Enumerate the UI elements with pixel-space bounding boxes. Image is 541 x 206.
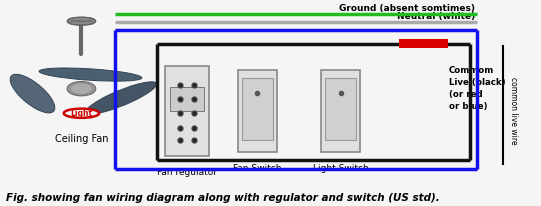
Text: common live wire: common live wire — [509, 77, 518, 145]
Text: Ceiling Fan: Ceiling Fan — [55, 134, 108, 144]
Bar — [165, 66, 209, 156]
Bar — [237, 70, 277, 152]
Text: Neutral (white): Neutral (white) — [397, 12, 475, 21]
Text: Light Switch: Light Switch — [313, 164, 368, 173]
Ellipse shape — [39, 68, 142, 81]
Ellipse shape — [64, 109, 99, 118]
Ellipse shape — [86, 82, 156, 114]
Ellipse shape — [70, 83, 93, 94]
Bar — [321, 70, 360, 152]
Bar — [399, 39, 447, 48]
Text: Light: Light — [70, 109, 93, 118]
Ellipse shape — [67, 17, 96, 25]
Text: Fig. showing fan wiring diagram along with regulator and switch (US std).: Fig. showing fan wiring diagram along wi… — [6, 193, 440, 203]
Ellipse shape — [10, 74, 55, 113]
Text: Fan Switch: Fan Switch — [233, 164, 281, 173]
Text: Fan regulator: Fan regulator — [157, 169, 217, 178]
Bar — [325, 78, 356, 140]
Bar — [242, 78, 273, 140]
Text: Ground (absent somtimes): Ground (absent somtimes) — [339, 4, 475, 13]
Bar — [170, 87, 204, 111]
Text: Commom
Live (black)
(or red
or blue): Commom Live (black) (or red or blue) — [448, 67, 505, 111]
Ellipse shape — [67, 82, 96, 96]
